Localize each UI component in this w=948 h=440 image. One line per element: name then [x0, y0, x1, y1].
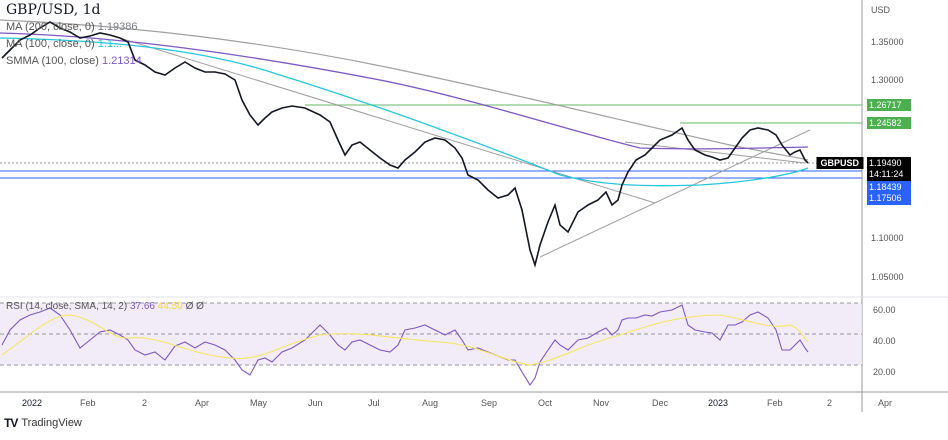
- time-label: Feb: [80, 398, 96, 408]
- tradingview-branding[interactable]: TV TradingView: [4, 416, 82, 430]
- current-price-label: 1.19490 14:11:24: [867, 157, 911, 181]
- time-label: 2: [142, 398, 148, 408]
- time-label: Jul: [368, 398, 380, 408]
- symbol-tag: GBPUSD: [816, 157, 863, 169]
- price-tick: 1.10000: [871, 233, 904, 243]
- rsi-extra-2: Ø: [196, 301, 204, 312]
- uptrend-line[interactable]: [539, 129, 811, 258]
- legend-ma100-value: 1.1...: [97, 38, 123, 50]
- rsi-value: 37.66: [129, 301, 155, 312]
- time-label: May: [250, 398, 268, 408]
- countdown-timer: 14:11:24: [869, 169, 904, 179]
- support-1-label: 1.18439: [869, 182, 902, 192]
- chart-legend: GBP/USD, 1d MA (200, close, 0) 1.19386 M…: [6, 2, 142, 70]
- ma200-line: [0, 19, 809, 161]
- rsi-tick: 60.00: [873, 305, 896, 315]
- time-label: 2022: [22, 398, 43, 408]
- price-tick: 1.05000: [871, 272, 904, 282]
- time-axis[interactable]: 2022 Feb 2 Apr May Jun Jul Aug Sep Oct N…: [0, 393, 892, 413]
- support-labels: 1.18439 1.17506: [867, 181, 911, 205]
- time-label: Apr: [195, 398, 210, 408]
- price-axis[interactable]: USD 1.35000 1.30000 1.10000 1.05000 1.26…: [863, 0, 948, 392]
- smma100-line: [0, 32, 809, 150]
- legend-ma200-value: 1.19386: [97, 21, 138, 33]
- legend-ma200[interactable]: MA (200, close, 0) 1.19386: [6, 19, 142, 36]
- support-2-label: 1.17506: [869, 193, 902, 203]
- price-series: [1, 21, 809, 268]
- time-label: Dec: [652, 398, 669, 408]
- time-label: 2: [827, 398, 833, 408]
- time-label: Jun: [308, 398, 323, 408]
- rsi-extra-1: Ø: [185, 301, 194, 312]
- time-label: Nov: [593, 398, 610, 408]
- rsi-label: RSI (14, close, SMA, 14, 2): [6, 301, 128, 312]
- time-label: Oct: [538, 398, 553, 408]
- rsi-tick: 20.00: [873, 367, 896, 377]
- time-label: Sep: [481, 398, 498, 408]
- rsi-sma-value: 44.50: [157, 301, 183, 312]
- time-label: Apr: [878, 398, 893, 408]
- symbol-title: GBP/USD, 1d: [6, 2, 101, 18]
- time-label: 2023: [708, 398, 729, 408]
- legend-smma100-label: SMMA (100, close): [6, 55, 99, 67]
- downtrend-line[interactable]: [119, 37, 656, 204]
- legend-ma100-label: MA (100, close, 0): [6, 38, 95, 50]
- brand-name: TradingView: [21, 417, 82, 429]
- resistance-1-label: 1.26717: [867, 99, 911, 111]
- legend-ma100[interactable]: MA (100, close, 0) 1.1...: [6, 36, 142, 53]
- ma100-line: [0, 37, 809, 187]
- time-label: Feb: [767, 398, 783, 408]
- rsi-line: [1, 304, 809, 386]
- legend-smma100-value: 1.21314: [101, 55, 142, 67]
- currency-label: USD: [871, 5, 891, 15]
- legend-ma200-label: MA (200, close, 0): [6, 21, 95, 33]
- rsi-tick: 40.00: [873, 336, 896, 346]
- rsi-sma-line: [1, 314, 809, 366]
- current-price-value: 1.19490: [869, 158, 902, 168]
- legend-smma100[interactable]: SMMA (100, close) 1.21314: [6, 53, 142, 70]
- tradingview-logo-icon: TV: [4, 416, 18, 430]
- price-tick: 1.30000: [871, 75, 904, 85]
- resistance-2-label: 1.24582: [867, 117, 911, 129]
- rsi-legend[interactable]: RSI (14, close, SMA, 14, 2) 37.66 44.50 …: [6, 301, 204, 312]
- price-tick: 1.35000: [871, 37, 904, 47]
- time-label: Aug: [422, 398, 439, 408]
